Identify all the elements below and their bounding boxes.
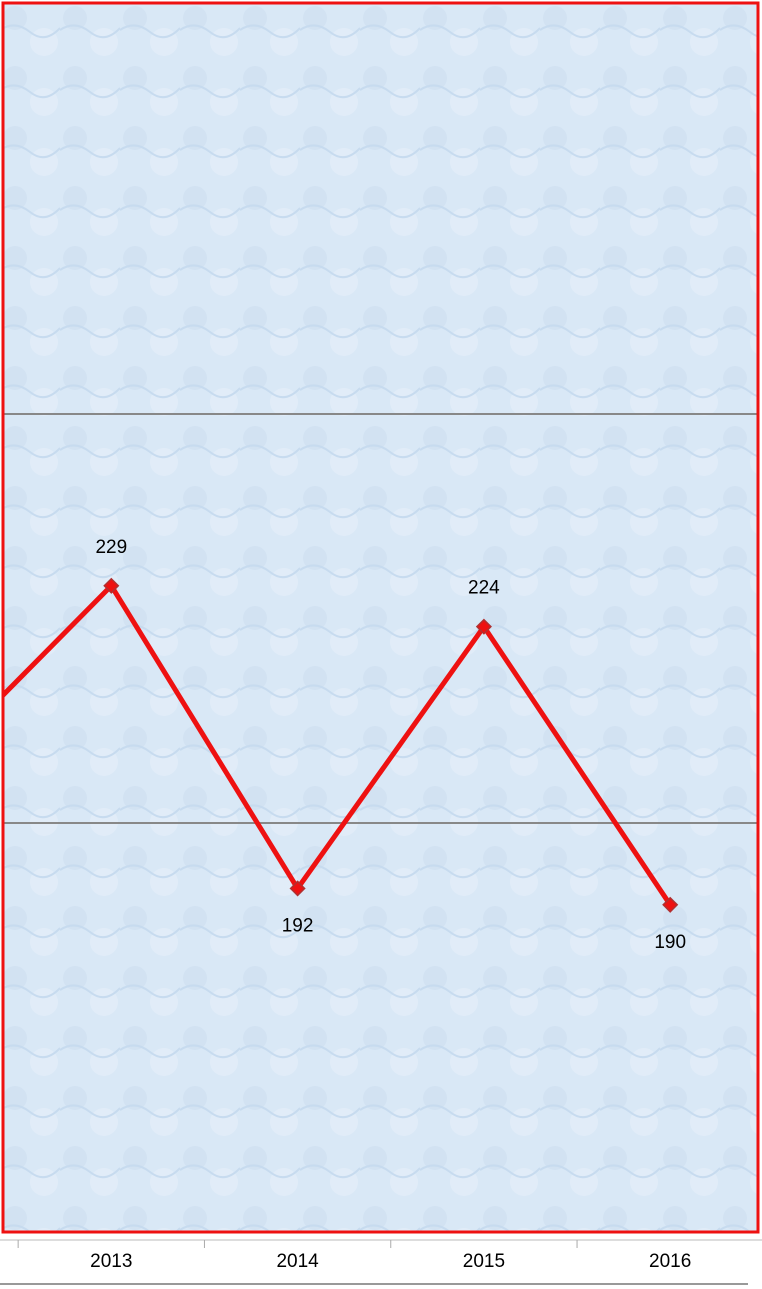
- data-label: 190: [654, 932, 686, 953]
- marker: [475, 618, 492, 635]
- data-label: 192: [282, 915, 314, 936]
- x-tick-label: 2014: [276, 1251, 319, 1272]
- marker: [289, 880, 306, 897]
- x-tick-label: 2016: [649, 1251, 691, 1272]
- x-axis: 2013 2014 2015 2016: [17, 1240, 691, 1272]
- marker: [662, 896, 679, 913]
- plot-area: [3, 3, 758, 1232]
- x-tick-label: 2013: [90, 1251, 132, 1272]
- data-label: 229: [95, 537, 127, 558]
- data-label: 224: [468, 578, 500, 599]
- marker: [103, 577, 120, 594]
- plot: 206229192224190: [3, 413, 758, 953]
- plot-border: [1, 1, 760, 1234]
- x-tick-label: 2015: [463, 1251, 505, 1272]
